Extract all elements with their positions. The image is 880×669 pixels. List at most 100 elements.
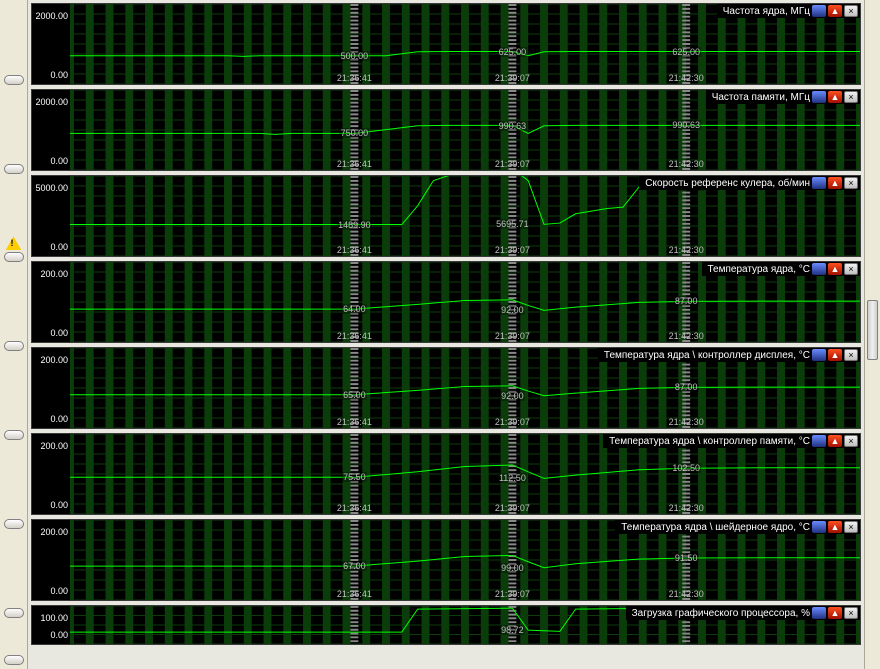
value-annotation: 92.00 <box>500 391 525 401</box>
plot-area: 1489.905695.714397.9221:36:4121:39:0721:… <box>70 176 860 256</box>
panel-title: Частота памяти, МГц <box>712 92 810 103</box>
panel-settings-button[interactable] <box>812 521 826 533</box>
panel-title-bar: Температура ядра \ контроллер памяти, °С… <box>603 434 860 448</box>
value-annotation: 625.00 <box>671 47 701 57</box>
x-tick-label: 21:42:30 <box>669 245 704 255</box>
value-annotation: 990.63 <box>671 120 701 130</box>
plot-area: 98.7299.85Загрузка графического процессо… <box>70 606 860 644</box>
chart-panel: 200.000.0075.50112.50102.5021:36:4121:39… <box>31 433 861 515</box>
plot-area: 75.50112.50102.5021:36:4121:39:0721:42:3… <box>70 434 860 514</box>
panel-settings-button[interactable] <box>812 607 826 619</box>
chart-panel: 200.000.0064.0092.0087.0021:36:4121:39:0… <box>31 261 861 343</box>
value-annotation: 112.50 <box>498 473 527 483</box>
x-tick-label: 21:42:30 <box>669 73 704 83</box>
collapse-toggle[interactable] <box>4 430 24 440</box>
panel-close-button[interactable]: × <box>844 435 858 447</box>
x-tick-label: 21:39:07 <box>495 245 530 255</box>
y-min-label: 0.00 <box>50 500 68 510</box>
panel-alert-button[interactable]: ▲ <box>828 349 842 361</box>
y-min-label: 0.00 <box>50 328 68 338</box>
collapse-toggle[interactable] <box>4 519 24 529</box>
panel-title: Скорость референс кулера, об/мин <box>645 178 810 189</box>
panel-settings-button[interactable] <box>812 349 826 361</box>
scrollbar-thumb[interactable] <box>867 300 878 360</box>
collapse-toggle[interactable] <box>4 75 24 85</box>
value-annotation: 91.50 <box>674 553 699 563</box>
page-root: 2000.000.00500.00625.00625.0021:36:4121:… <box>0 0 880 669</box>
panel-alert-button[interactable]: ▲ <box>828 91 842 103</box>
panel-alert-button[interactable]: ▲ <box>828 435 842 447</box>
value-annotation: 625.00 <box>498 47 528 57</box>
panel-close-button[interactable]: × <box>844 521 858 533</box>
x-tick-label: 21:36:41 <box>337 159 372 169</box>
panel-alert-button[interactable]: ▲ <box>828 521 842 533</box>
value-annotation: 102.50 <box>671 463 701 473</box>
value-annotation: 87.00 <box>674 382 699 392</box>
y-min-label: 0.00 <box>50 70 68 80</box>
panel-alert-button[interactable]: ▲ <box>828 263 842 275</box>
rail-slot <box>0 448 27 529</box>
value-annotation: 750.00 <box>340 128 370 138</box>
chart-panel: 2000.000.00750.00990.63990.6321:36:4121:… <box>31 89 861 171</box>
x-tick-label: 21:42:30 <box>669 331 704 341</box>
panel-alert-button[interactable]: ▲ <box>828 607 842 619</box>
rail-slot <box>0 182 27 263</box>
panel-close-button[interactable]: × <box>844 607 858 619</box>
panel-settings-button[interactable] <box>812 5 826 17</box>
value-annotation: 67.00 <box>342 561 367 571</box>
panel-alert-button[interactable]: ▲ <box>828 177 842 189</box>
panel-settings-button[interactable] <box>812 435 826 447</box>
panel-settings-button[interactable] <box>812 177 826 189</box>
x-tick-label: 21:36:41 <box>337 73 372 83</box>
panel-title: Температура ядра \ контроллер дисплея, °… <box>604 350 810 361</box>
y-max-label: 2000.00 <box>35 97 68 107</box>
y-min-label: 0.00 <box>50 586 68 596</box>
panel-title-bar: Температура ядра \ контроллер дисплея, °… <box>598 348 860 362</box>
value-annotation: 99.00 <box>500 563 525 573</box>
rail-slot <box>0 626 27 665</box>
panel-title-bar: Температура ядра \ шейдерное ядро, °С▲× <box>615 520 860 534</box>
rail-slot <box>0 537 27 618</box>
panel-close-button[interactable]: × <box>844 263 858 275</box>
x-tick-label: 21:42:30 <box>669 417 704 427</box>
panel-settings-button[interactable] <box>812 263 826 275</box>
y-axis: 200.000.00 <box>32 348 70 428</box>
panel-settings-button[interactable] <box>812 91 826 103</box>
x-tick-label: 21:39:07 <box>495 503 530 513</box>
chart-panel: 5000.000.001489.905695.714397.9221:36:41… <box>31 175 861 257</box>
collapse-toggle[interactable] <box>4 252 24 262</box>
plot-area: 65.0092.0087.0021:36:4121:39:0721:42:30Т… <box>70 348 860 428</box>
y-min-label: 0.00 <box>50 630 68 640</box>
x-tick-label: 21:39:07 <box>495 417 530 427</box>
collapse-toggle[interactable] <box>4 655 24 665</box>
panel-alert-button[interactable]: ▲ <box>828 5 842 17</box>
panel-title: Температура ядра \ контроллер памяти, °С <box>609 436 810 447</box>
panel-title-bar: Температура ядра, °С▲× <box>702 262 861 276</box>
panel-close-button[interactable]: × <box>844 177 858 189</box>
panel-close-button[interactable]: × <box>844 5 858 17</box>
collapse-toggle[interactable] <box>4 341 24 351</box>
value-annotation: 64.00 <box>342 304 367 314</box>
collapse-toggle[interactable] <box>4 608 24 618</box>
x-tick-label: 21:36:41 <box>337 589 372 599</box>
x-tick-label: 21:42:30 <box>669 159 704 169</box>
y-max-label: 2000.00 <box>35 11 68 21</box>
panel-close-button[interactable]: × <box>844 91 858 103</box>
chart-panel: 2000.000.00500.00625.00625.0021:36:4121:… <box>31 3 861 85</box>
rail-slot <box>0 270 27 351</box>
y-axis: 200.00 0.00 <box>32 520 70 600</box>
panel-title-bar: Скорость референс кулера, об/мин ▲× <box>639 176 860 190</box>
value-annotation: 87.00 <box>674 296 699 306</box>
x-tick-label: 21:39:07 <box>495 331 530 341</box>
collapse-toggle[interactable] <box>4 164 24 174</box>
x-tick-label: 21:39:07 <box>495 73 530 83</box>
plot-area: 64.0092.0087.0021:36:4121:39:0721:42:30Т… <box>70 262 860 342</box>
y-max-label: 200.00 <box>40 441 68 451</box>
vertical-scrollbar[interactable] <box>864 0 880 669</box>
panel-close-button[interactable]: × <box>844 349 858 361</box>
y-max-label: 200.00 <box>40 527 68 537</box>
plot-area: 67.0099.0091.5021:36:4121:39:0721:42:30Т… <box>70 520 860 600</box>
y-min-label: 0.00 <box>50 156 68 166</box>
value-annotation: 5695.71 <box>495 219 530 229</box>
left-rail <box>0 0 28 669</box>
